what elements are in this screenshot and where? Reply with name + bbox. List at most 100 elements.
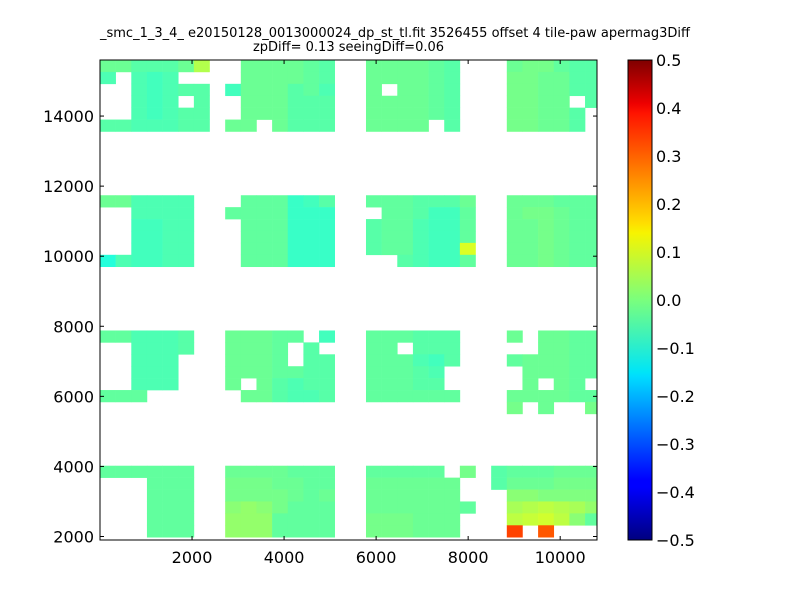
heatmap-cell bbox=[272, 501, 289, 514]
heatmap-cell bbox=[365, 119, 382, 132]
heatmap-cell bbox=[178, 219, 195, 232]
heatmap-cell bbox=[319, 525, 335, 538]
heatmap-cell bbox=[131, 242, 148, 256]
heatmap-cell bbox=[538, 230, 555, 244]
heatmap-cell bbox=[381, 219, 398, 232]
heatmap-cell bbox=[319, 83, 335, 97]
heatmap-cell bbox=[585, 207, 598, 220]
heatmap-cell bbox=[569, 60, 586, 73]
heatmap-cell bbox=[412, 107, 429, 120]
heatmap-cells bbox=[100, 60, 598, 538]
heatmap-cell bbox=[272, 107, 289, 120]
heatmap-cell bbox=[272, 354, 289, 367]
heatmap-cell bbox=[303, 501, 320, 514]
heatmap-cell bbox=[256, 207, 273, 220]
heatmap-cell bbox=[381, 378, 398, 391]
heatmap-cell bbox=[303, 107, 320, 120]
heatmap-cell bbox=[303, 477, 320, 490]
heatmap-cell bbox=[303, 83, 320, 97]
heatmap-cell bbox=[162, 219, 179, 232]
heatmap-cell bbox=[146, 254, 163, 268]
heatmap-cell bbox=[444, 60, 461, 73]
heatmap-cell bbox=[256, 60, 273, 73]
colorbar-tick-label: −0.2 bbox=[656, 387, 695, 406]
heatmap-cell bbox=[256, 465, 273, 478]
heatmap-cell bbox=[100, 465, 116, 478]
heatmap-cell bbox=[397, 513, 414, 526]
heatmap-cell bbox=[585, 513, 598, 526]
heatmap-cell bbox=[162, 60, 179, 73]
heatmap-cell bbox=[287, 330, 304, 343]
heatmap-cell bbox=[538, 242, 555, 256]
heatmap-cell bbox=[506, 330, 523, 343]
heatmap-cell bbox=[506, 207, 523, 220]
heatmap-cell bbox=[146, 95, 163, 108]
heatmap-cell bbox=[365, 242, 382, 256]
heatmap-cell bbox=[225, 378, 242, 391]
heatmap-cell bbox=[538, 390, 555, 403]
heatmap-cell bbox=[162, 95, 179, 108]
heatmap-cell bbox=[319, 107, 335, 120]
heatmap-cell bbox=[162, 477, 179, 490]
heatmap-cell bbox=[225, 342, 242, 355]
heatmap-cell bbox=[381, 342, 398, 355]
heatmap-cell bbox=[459, 242, 476, 256]
heatmap-cell bbox=[538, 207, 555, 220]
colorbar-gradient bbox=[628, 60, 652, 540]
heatmap-cell bbox=[225, 354, 242, 367]
heatmap-cell bbox=[131, 119, 148, 132]
heatmap-cell bbox=[365, 477, 382, 490]
heatmap-cell bbox=[303, 489, 320, 502]
heatmap-cell bbox=[553, 330, 570, 343]
heatmap-cell bbox=[131, 95, 148, 108]
heatmap-cell bbox=[240, 107, 257, 120]
heatmap-cell bbox=[146, 513, 163, 526]
heatmap-cell bbox=[319, 477, 335, 490]
heatmap-cell bbox=[553, 342, 570, 355]
heatmap-cell bbox=[397, 195, 414, 208]
heatmap-cell bbox=[240, 366, 257, 379]
heatmap-cell bbox=[397, 71, 414, 85]
heatmap-cell bbox=[131, 230, 148, 244]
heatmap-cell bbox=[178, 254, 195, 268]
heatmap-cell bbox=[522, 477, 539, 490]
heatmap-cell bbox=[428, 477, 445, 490]
heatmap-cell bbox=[193, 119, 210, 132]
heatmap-cell bbox=[444, 354, 461, 367]
heatmap-cell bbox=[272, 207, 289, 220]
heatmap-cell bbox=[506, 195, 523, 208]
heatmap-cell bbox=[444, 195, 461, 208]
y-tick-label: 4000 bbox=[53, 457, 94, 476]
heatmap-cell bbox=[146, 366, 163, 379]
heatmap-cell bbox=[178, 230, 195, 244]
heatmap-cell bbox=[412, 219, 429, 232]
heatmap-cell bbox=[365, 513, 382, 526]
heatmap-cell bbox=[287, 501, 304, 514]
heatmap-cell bbox=[444, 83, 461, 97]
heatmap-cell bbox=[240, 477, 257, 490]
heatmap-cell bbox=[506, 83, 523, 97]
colorbar-tick-label: 0.2 bbox=[656, 195, 681, 214]
heatmap-cell bbox=[444, 477, 461, 490]
heatmap-cell bbox=[428, 254, 445, 268]
heatmap-cell bbox=[303, 366, 320, 379]
heatmap-cell bbox=[303, 60, 320, 73]
heatmap-cell bbox=[569, 107, 586, 120]
heatmap-cell bbox=[459, 501, 476, 514]
heatmap-cell bbox=[162, 254, 179, 268]
heatmap-cell bbox=[131, 342, 148, 355]
axis-ticks: 2000 4000 6000 8000 10000 2000 4000 6000 8000 100… bbox=[43, 51, 695, 567]
heatmap-cell bbox=[522, 354, 539, 367]
heatmap-cell bbox=[459, 195, 476, 208]
heatmap-cell bbox=[397, 378, 414, 391]
heatmap-cell bbox=[146, 230, 163, 244]
heatmap-cell bbox=[256, 330, 273, 343]
heatmap-cell bbox=[178, 330, 195, 343]
heatmap-cell bbox=[115, 60, 132, 73]
colorbar-tick-label: 0.0 bbox=[656, 291, 681, 310]
heatmap-cell bbox=[585, 501, 598, 514]
heatmap-cell bbox=[553, 207, 570, 220]
heatmap-cell bbox=[131, 219, 148, 232]
heatmap-cell bbox=[131, 390, 148, 403]
heatmap-cell bbox=[256, 501, 273, 514]
